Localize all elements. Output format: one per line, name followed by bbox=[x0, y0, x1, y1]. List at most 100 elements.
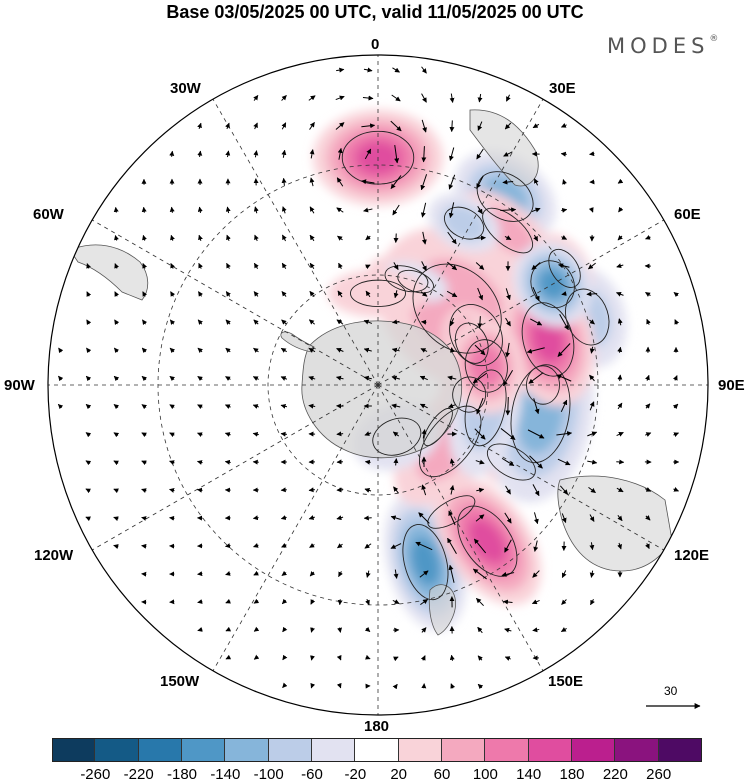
wind-arrow-icon bbox=[645, 374, 650, 381]
wind-arrow-icon bbox=[363, 207, 373, 213]
wind-arrow-icon bbox=[196, 487, 203, 493]
colorbar-swatch bbox=[485, 738, 529, 762]
wind-arrow-icon bbox=[560, 627, 567, 633]
wind-arrow-icon bbox=[113, 347, 120, 354]
wind-arrow-icon bbox=[141, 404, 148, 410]
wind-arrow-icon bbox=[141, 347, 148, 354]
wind-arrow-icon bbox=[197, 404, 203, 410]
wind-arrow-icon bbox=[420, 202, 427, 218]
antarctic-peninsula bbox=[280, 331, 315, 353]
wind-arrow-icon bbox=[225, 122, 230, 130]
longitude-line bbox=[212, 99, 379, 386]
wind-arrow-icon bbox=[531, 262, 541, 270]
wind-arrow-icon bbox=[501, 571, 515, 577]
wind-arrow-icon bbox=[114, 291, 120, 297]
wind-arrow-icon bbox=[252, 459, 259, 465]
wind-arrow-icon bbox=[505, 342, 511, 358]
wind-arrow-icon bbox=[505, 396, 511, 416]
colorbar-tick-label: -260 bbox=[80, 766, 111, 783]
wind-arrow-icon bbox=[114, 319, 120, 325]
wind-arrow-icon bbox=[336, 348, 344, 353]
wind-arrow-icon bbox=[646, 318, 651, 325]
wind-arrow-icon bbox=[505, 485, 511, 495]
wind-arrow-icon bbox=[502, 370, 514, 387]
wind-arrow-icon bbox=[393, 458, 399, 466]
geopotential-contour bbox=[397, 269, 434, 294]
wind-arrow-icon bbox=[532, 570, 540, 578]
wind-arrow-icon bbox=[645, 515, 651, 521]
wind-arrow-icon bbox=[556, 374, 572, 382]
wind-arrow-icon bbox=[420, 348, 428, 353]
wind-arrow-icon bbox=[506, 94, 511, 102]
wind-arrow-icon bbox=[169, 150, 175, 157]
wind-arrow-icon bbox=[421, 231, 427, 245]
wind-arrow-icon bbox=[560, 399, 568, 412]
wind-arrow-icon bbox=[449, 347, 455, 353]
wind-arrow-icon bbox=[281, 206, 287, 214]
wind-arrow-icon bbox=[476, 397, 484, 415]
wind-arrow-icon bbox=[477, 287, 484, 301]
wind-arrow-icon bbox=[616, 459, 625, 465]
wind-arrow-icon bbox=[252, 404, 259, 409]
wind-arrow-icon bbox=[282, 626, 288, 633]
wind-arrow-icon bbox=[281, 262, 287, 270]
wind-arrow-icon bbox=[141, 432, 147, 438]
wind-arrow-icon bbox=[533, 540, 539, 552]
wind-arrow-icon bbox=[363, 375, 372, 381]
wind-arrow-icon bbox=[169, 488, 175, 493]
wind-arrow-icon bbox=[280, 487, 287, 493]
wind-arrow-icon bbox=[392, 67, 400, 73]
wind-arrow-icon bbox=[393, 486, 399, 494]
wind-arrow-icon bbox=[448, 174, 456, 190]
colorbar-tick-label: 60 bbox=[433, 766, 451, 783]
wind-arrow-icon bbox=[421, 627, 427, 633]
wind-arrow-icon bbox=[364, 488, 372, 493]
wind-arrow-icon bbox=[447, 231, 457, 245]
wind-arrow-icon bbox=[556, 431, 573, 437]
wind-arrow-icon bbox=[419, 570, 429, 578]
wind-arrow-icon bbox=[141, 206, 147, 213]
wind-arrow-icon bbox=[449, 318, 455, 327]
wind-arrow-icon bbox=[533, 512, 539, 525]
wind-arrow-icon bbox=[310, 599, 316, 605]
geopotential-contour bbox=[419, 405, 482, 478]
wind-arrow-icon bbox=[253, 94, 259, 101]
colorbar-swatch bbox=[658, 738, 702, 762]
wind-arrow-icon bbox=[364, 626, 371, 633]
geopotential-contour bbox=[464, 339, 508, 393]
geopotential-contour bbox=[372, 417, 422, 456]
brand-name: MODES bbox=[607, 34, 710, 58]
wind-arrow-icon bbox=[281, 149, 287, 158]
wind-arrow-icon bbox=[141, 488, 147, 494]
wind-arrow-icon bbox=[390, 515, 401, 521]
wind-arrow-icon bbox=[225, 291, 231, 297]
lon-label-30w: 30W bbox=[170, 80, 201, 97]
anomaly-band bbox=[531, 316, 565, 363]
wind-arrow-icon bbox=[142, 319, 148, 325]
wind-arrow-icon bbox=[169, 347, 176, 354]
wind-arrow-icon bbox=[169, 319, 176, 325]
wind-arrow-icon bbox=[419, 375, 428, 381]
colorbar-tick-label: -60 bbox=[301, 766, 323, 783]
wind-arrow-icon bbox=[617, 235, 623, 241]
wind-arrow-icon bbox=[169, 206, 175, 213]
wind-arrow-icon bbox=[169, 375, 175, 382]
wind-arrow-icon bbox=[225, 626, 232, 632]
wind-arrow-icon bbox=[449, 484, 455, 495]
wind-arrow-icon bbox=[450, 683, 456, 689]
wind-arrow-icon bbox=[532, 286, 540, 302]
lon-label-90e: 90E bbox=[718, 377, 745, 394]
wind-arrow-icon bbox=[532, 627, 540, 633]
wind-arrow-icon bbox=[281, 122, 287, 130]
wind-arrow-icon bbox=[225, 206, 231, 214]
wind-arrow-icon bbox=[617, 346, 623, 353]
wind-arrow-icon bbox=[197, 571, 203, 577]
wind-arrow-icon bbox=[197, 432, 203, 437]
wind-arrow-icon bbox=[533, 234, 539, 242]
wind-arrow-icon bbox=[226, 262, 231, 269]
wind-arrow-icon bbox=[477, 316, 483, 329]
wind-arrow-icon bbox=[197, 206, 203, 213]
wind-arrow-icon bbox=[473, 538, 487, 554]
wind-arrow-icon bbox=[589, 542, 595, 551]
wind-arrow-icon bbox=[477, 93, 483, 103]
